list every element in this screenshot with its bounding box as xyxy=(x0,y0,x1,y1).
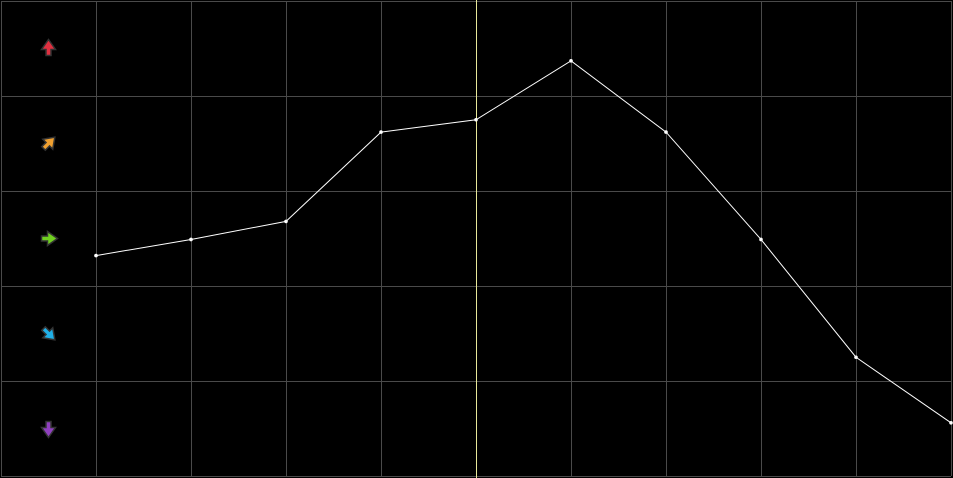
data-point xyxy=(379,130,383,134)
data-point xyxy=(94,253,98,258)
arrow-up-right-icon xyxy=(40,136,56,152)
arrow-up-icon xyxy=(40,38,57,57)
series-line xyxy=(95,60,952,424)
arrow-down-icon xyxy=(40,420,57,439)
data-point xyxy=(284,219,288,224)
data-point xyxy=(759,237,763,242)
data-point xyxy=(569,59,573,63)
arrow-down-right-icon xyxy=(40,325,56,341)
data-point xyxy=(474,117,478,122)
data-point xyxy=(949,421,953,425)
data-point xyxy=(189,237,193,242)
arrow-right-icon xyxy=(40,230,59,247)
data-point xyxy=(854,355,858,360)
data-point xyxy=(664,130,668,134)
